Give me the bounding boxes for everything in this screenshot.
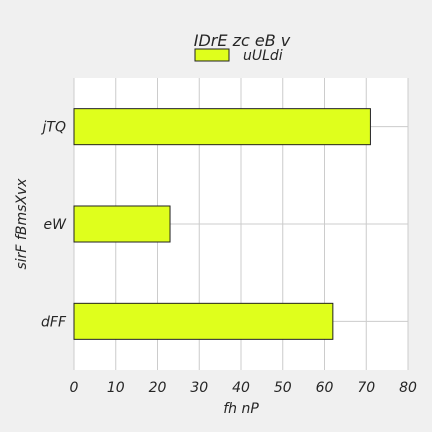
x-tick-label: 0 [70,380,79,396]
x-tick-label: 10 [107,380,125,396]
x-axis-label: fh nP [223,401,259,417]
y-tick-labels: jTQ eW dFF [41,120,68,331]
chart-title: IDrE zc eB v [194,31,291,50]
bar-eW [73,205,171,243]
x-tick-label: 70 [357,380,375,396]
y-axis-label: sirF fBmsXvx [14,178,30,270]
x-tick-label: 80 [399,380,417,396]
x-tick-label: 60 [316,380,334,396]
x-tick-label: 20 [149,380,167,396]
x-tick-label: 40 [232,380,250,396]
bars [73,108,371,340]
x-tick-label: 30 [190,380,208,396]
y-tick-label: jTQ [41,120,66,136]
legend-swatch [194,48,230,62]
y-tick-label: eW [44,217,68,233]
bar-jTQ [73,108,371,146]
bar-dFF [73,302,334,340]
legend: uULdi [194,48,283,64]
x-tick-label: 50 [274,380,292,396]
y-tick-label: dFF [41,314,67,330]
x-tick-labels: 0 10 20 30 40 50 60 70 80 [70,380,417,396]
legend-label: uULdi [243,48,283,64]
